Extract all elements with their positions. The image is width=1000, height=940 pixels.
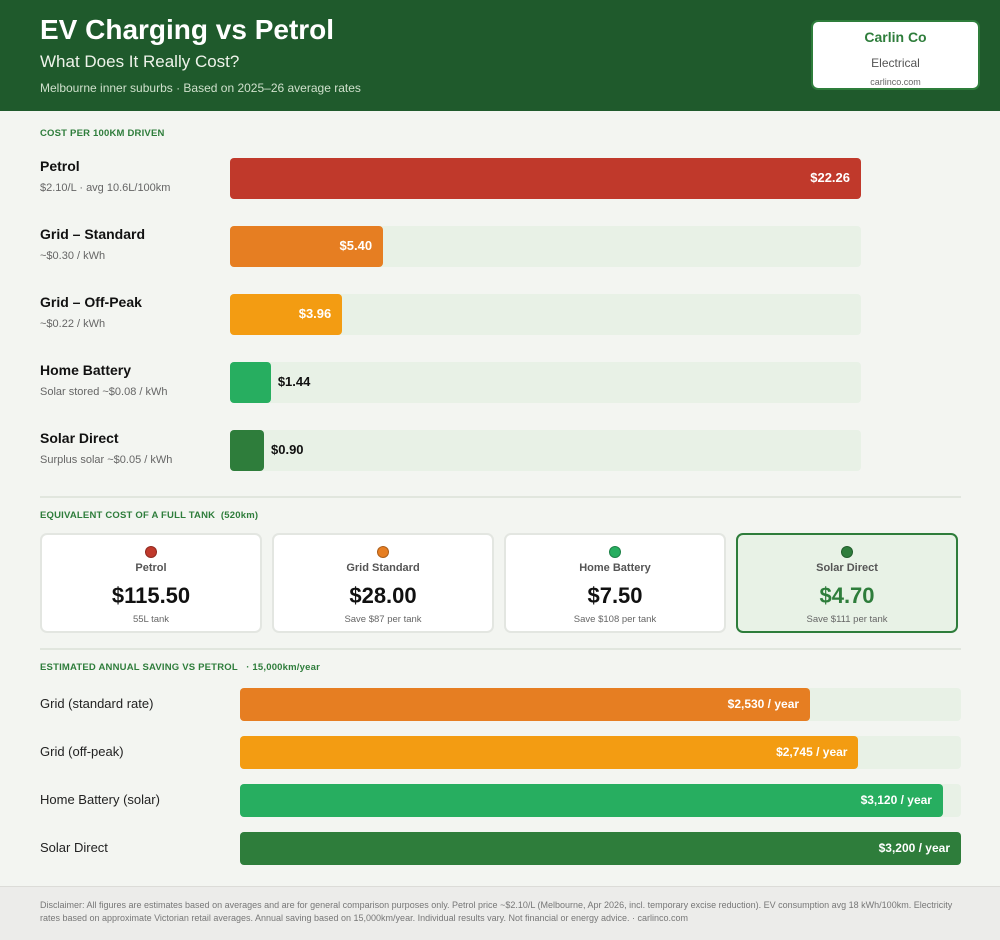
category-label: Grid – Standard xyxy=(40,226,146,242)
section-label-cost-per-100km: COST PER 100KM DRIVEN xyxy=(40,128,165,139)
annual-title: ESTIMATED ANNUAL SAVING VS PETROL xyxy=(40,662,238,673)
category-rate: $2.10/L · avg 10.6L/100km xyxy=(40,182,171,194)
card-title: Home Battery xyxy=(579,562,651,574)
category-label: Grid – Off-Peak xyxy=(40,294,142,310)
category-label: Grid (standard rate) xyxy=(40,696,154,711)
full-tank-note: (520km) xyxy=(220,510,259,521)
card-note: Save $111 per tank xyxy=(806,614,888,625)
tank-card: Grid Standard $28.00 Save $87 per tank xyxy=(272,533,494,633)
card-price: $28.00 xyxy=(349,583,417,608)
category-label: Home Battery xyxy=(40,362,132,378)
brand-name: Carlin Co xyxy=(864,29,927,45)
card-note: Save $108 per tank xyxy=(573,614,657,625)
card-price: $4.70 xyxy=(819,583,875,608)
card-note: Save $87 per tank xyxy=(344,614,422,625)
full-tank-title: EQUIVALENT COST OF A FULL TANK xyxy=(40,510,216,521)
header: EV Charging vs Petrol What Does It Reall… xyxy=(0,0,1000,111)
card-title: Solar Direct xyxy=(816,562,878,574)
bar-value-label: $5.40 xyxy=(339,238,373,253)
card-price: $7.50 xyxy=(587,583,643,608)
annual-note: · 15,000km/year xyxy=(246,662,320,673)
color-dot-icon xyxy=(609,546,621,558)
bar xyxy=(230,430,264,471)
color-dot-icon xyxy=(377,546,389,558)
tank-card: Home Battery $7.50 Save $108 per tank xyxy=(504,533,726,633)
page-subtitle: What Does It Really Cost? xyxy=(40,52,240,71)
page-title: EV Charging vs Petrol xyxy=(40,14,335,45)
divider xyxy=(40,496,961,498)
bar-value-label: $3,120 / year xyxy=(860,793,932,807)
bar xyxy=(240,832,961,865)
bar xyxy=(240,784,943,817)
bar-track: $5.40 xyxy=(230,226,861,267)
brand-url: carlinco.com xyxy=(870,77,921,87)
bar-value-label: $3.96 xyxy=(298,306,332,321)
tank-card: Petrol $115.50 55L tank xyxy=(40,533,262,633)
color-dot-icon xyxy=(841,546,853,558)
bar-value-label: $0.90 xyxy=(271,442,304,457)
category-label: Solar Direct xyxy=(40,840,108,855)
category-label: Home Battery (solar) xyxy=(40,792,160,807)
bar-track: $1.44 xyxy=(230,362,861,403)
category-label: Petrol xyxy=(40,158,80,174)
bar-track: $2,745 / year xyxy=(240,736,961,769)
brand-subtitle: Electrical xyxy=(871,56,920,70)
card-price: $115.50 xyxy=(111,583,191,608)
category-rate: ~$0.22 / kWh xyxy=(40,318,106,330)
color-dot-icon xyxy=(145,546,157,558)
bar-value-label: $2,530 / year xyxy=(727,697,800,711)
card-note: 55L tank xyxy=(132,614,170,625)
card-title: Grid Standard xyxy=(346,562,420,574)
bar-track: $22.26 xyxy=(230,158,861,199)
section-label-annual: ESTIMATED ANNUAL SAVING VS PETROL · 15,0… xyxy=(40,662,320,673)
footer: Disclaimer: All figures are estimates ba… xyxy=(0,886,1000,940)
bar xyxy=(240,688,811,721)
bar-track: $3,200 / year xyxy=(240,832,961,865)
category-rate: ~$0.30 / kWh xyxy=(40,250,106,262)
card-title: Petrol xyxy=(135,562,167,574)
bar-track: $0.90 xyxy=(230,430,861,471)
bar xyxy=(230,158,861,199)
bar-value-label: $2,745 / year xyxy=(776,745,848,759)
bar-track: $3,120 / year xyxy=(240,784,961,817)
bar-track: $3.96 xyxy=(230,294,861,335)
bar xyxy=(230,226,384,267)
category-rate: Solar stored ~$0.08 / kWh xyxy=(40,386,168,398)
category-label: Solar Direct xyxy=(40,430,119,446)
bar xyxy=(230,294,343,335)
bar-value-label: $1.44 xyxy=(277,374,311,389)
divider xyxy=(40,648,961,650)
bar xyxy=(230,362,271,403)
header-note: Melbourne inner suburbs · Based on 2025–… xyxy=(40,81,361,95)
category-rate: Surplus solar ~$0.05 / kWh xyxy=(40,454,173,466)
section-label-full-tank: EQUIVALENT COST OF A FULL TANK (520km) xyxy=(40,510,258,521)
tank-card: Solar Direct $4.70 Save $111 per tank xyxy=(736,533,958,633)
bar xyxy=(240,736,859,769)
disclaimer-text: Disclaimer: All figures are estimates ba… xyxy=(40,900,953,923)
category-label: Grid (off-peak) xyxy=(40,744,124,759)
bar-value-label: $22.26 xyxy=(810,170,850,185)
brand-badge: Carlin Co Electrical carlinco.com xyxy=(811,20,980,90)
bar-track: $2,530 / year xyxy=(240,688,961,721)
bar-value-label: $3,200 / year xyxy=(878,841,950,855)
